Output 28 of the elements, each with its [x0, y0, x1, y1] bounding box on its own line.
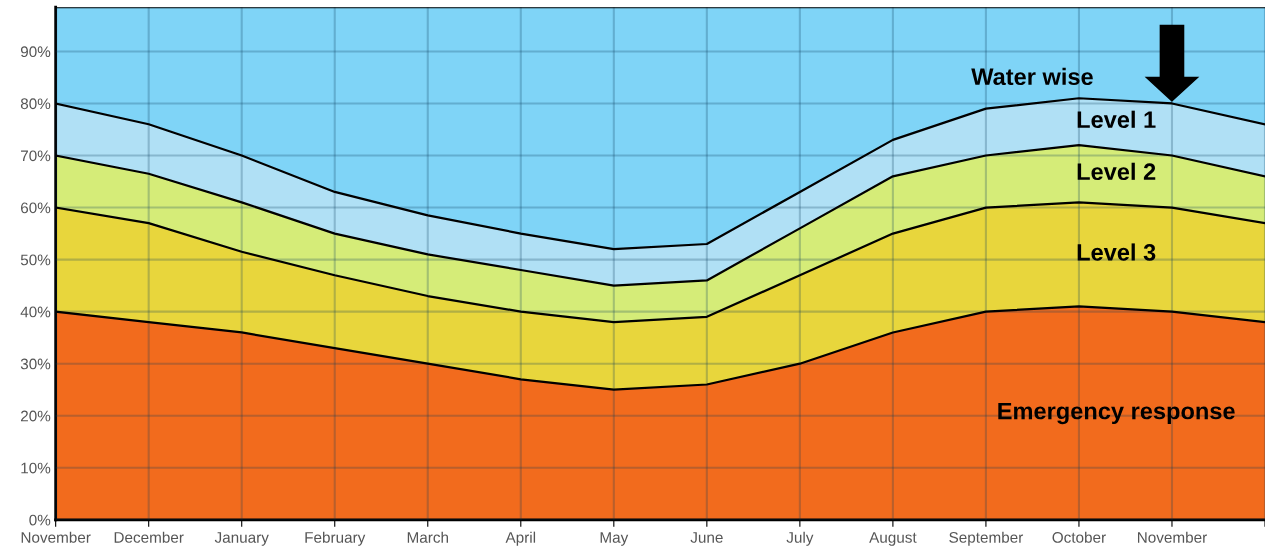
- y-tick-label: 80%: [20, 98, 51, 110]
- x-tick-label: July: [786, 531, 814, 546]
- x-tick-label: March: [407, 531, 448, 543]
- x-tick-label: September: [949, 531, 1024, 546]
- y-tick-label: 0%: [29, 514, 51, 526]
- y-tick-label: 20%: [20, 410, 51, 422]
- y-tick-label: 90%: [20, 46, 51, 58]
- x-tick-label: February: [305, 531, 366, 546]
- series-label: Level 3: [1077, 243, 1156, 261]
- y-tick-label: 30%: [20, 358, 51, 370]
- y-tick-label: 40%: [20, 306, 51, 318]
- x-tick-label: November: [21, 531, 91, 543]
- x-tick-label: April: [505, 531, 536, 546]
- x-tick-label: November: [1137, 531, 1207, 543]
- series-label: Level 2: [1077, 162, 1156, 181]
- x-tick-label: August: [869, 532, 917, 546]
- series-label: Water wise: [971, 67, 1093, 86]
- y-tick-label: 60%: [21, 202, 51, 214]
- x-tick-label: January: [214, 532, 269, 546]
- y-tick-label: 50%: [20, 254, 51, 266]
- y-tick-label: 10%: [21, 462, 51, 474]
- y-tick-label: 70%: [21, 150, 51, 162]
- series-label: Emergency response: [998, 402, 1235, 425]
- series-label: Level 1: [1077, 110, 1156, 129]
- x-tick-label: October: [1052, 531, 1106, 543]
- x-tick-label: June: [690, 532, 723, 543]
- x-tick-label: May: [600, 532, 629, 546]
- x-tick-label: December: [114, 531, 184, 543]
